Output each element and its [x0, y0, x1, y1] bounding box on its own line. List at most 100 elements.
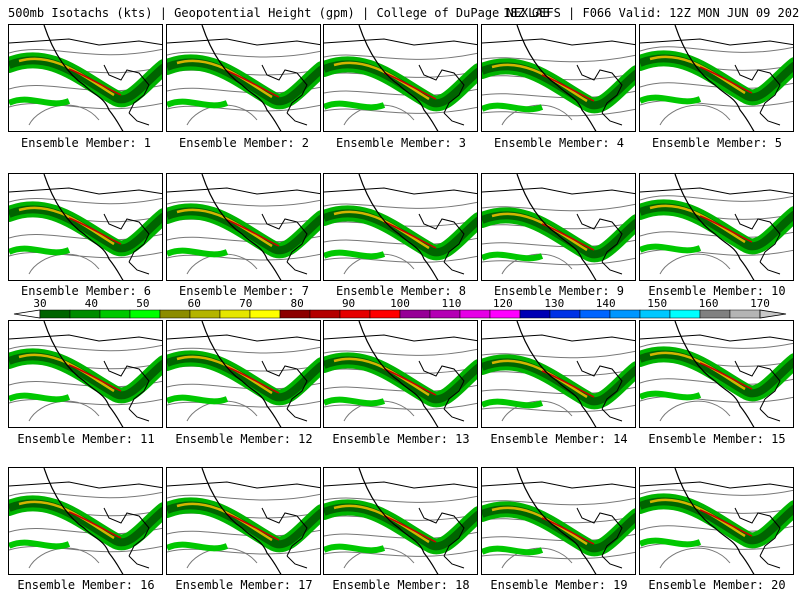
colorbar-segment — [69, 309, 101, 319]
coastline — [43, 468, 124, 574]
height-contour — [482, 54, 635, 63]
coastline — [43, 174, 124, 280]
colorbar-tick-label: 140 — [596, 297, 616, 310]
height-contour — [659, 400, 731, 422]
colorbar-segment — [609, 309, 641, 319]
coastline — [358, 174, 439, 280]
height-contour — [9, 545, 162, 553]
colorbar-tick-label: 80 — [291, 297, 304, 310]
height-contour — [640, 489, 793, 496]
country-border — [167, 187, 320, 195]
isotach-band — [640, 54, 793, 102]
isotach-band — [9, 392, 71, 403]
isotach-band — [649, 351, 746, 391]
ensemble-member-label: Ensemble Member: 19 — [490, 578, 628, 592]
height-contour — [9, 251, 162, 259]
country-border — [640, 187, 793, 195]
country-border — [9, 481, 162, 489]
ensemble-member-label: Ensemble Member: 17 — [175, 578, 313, 592]
ensemble-map — [323, 24, 478, 132]
height-contour — [167, 104, 320, 112]
colorbar-segment — [339, 309, 371, 319]
coastline — [443, 112, 465, 126]
colorbar-segment — [429, 309, 461, 319]
colorbar-tick-label: 60 — [188, 297, 201, 310]
coastline — [418, 64, 465, 114]
height-contour — [9, 48, 162, 56]
height-contour — [482, 497, 635, 506]
isotach-band — [18, 500, 115, 540]
isotach-band — [9, 499, 162, 547]
coastline — [443, 408, 465, 422]
ensemble-map — [166, 467, 321, 575]
map-svg — [167, 25, 320, 131]
isotach-band — [176, 208, 273, 248]
height-contour — [640, 249, 793, 256]
isotach-band — [649, 204, 746, 244]
coastline — [261, 64, 308, 114]
colorbar-tick-label: 100 — [390, 297, 410, 310]
isotach-core — [226, 219, 280, 247]
ensemble-map — [166, 320, 321, 428]
map-svg — [167, 174, 320, 280]
isotach-core — [68, 217, 122, 245]
ensemble-map — [639, 173, 794, 281]
map-svg — [9, 25, 162, 131]
colorbar-segment — [129, 309, 161, 319]
country-border — [324, 187, 477, 195]
map-svg — [482, 468, 635, 574]
coastline — [418, 213, 465, 263]
country-border — [640, 38, 793, 46]
isotach-band — [491, 212, 588, 252]
isotach-core — [699, 362, 753, 390]
ensemble-map — [481, 320, 636, 428]
colorbar-segment — [489, 309, 521, 319]
map-svg — [324, 321, 477, 427]
coastline — [516, 174, 597, 280]
coastline — [358, 321, 439, 427]
isotach-band — [324, 503, 477, 551]
run-info: 18Z GEFS | F066 Valid: 12Z MON JUN 09 20… — [503, 6, 800, 20]
coastline — [734, 64, 781, 114]
map-svg — [482, 25, 635, 131]
isotach-colorbar: 30 40 50 60 70 80 90 100 110 120 130 140 150 160 170 — [0, 296, 800, 322]
isotach-core — [383, 515, 437, 543]
isotach-band — [9, 205, 162, 253]
country-border — [640, 334, 793, 342]
ensemble-member-label: Ensemble Member: 7 — [178, 284, 310, 298]
coastline — [516, 468, 597, 574]
coastline — [601, 261, 623, 275]
isotach-band — [649, 498, 746, 538]
isotach-band — [167, 354, 320, 402]
ensemble-map — [639, 467, 794, 575]
height-contour — [9, 398, 162, 406]
colorbar-tick-label: 50 — [136, 297, 149, 310]
map-svg — [9, 468, 162, 574]
coastline — [128, 555, 150, 569]
isotach-band — [482, 398, 544, 409]
colorbar-segment — [699, 309, 731, 319]
isotach-band — [640, 350, 793, 398]
coastline — [601, 408, 623, 422]
height-contour — [501, 253, 573, 275]
coastline — [674, 25, 755, 131]
isotach-band — [482, 62, 635, 110]
height-contour — [659, 253, 731, 275]
coastline — [261, 360, 308, 410]
coastline — [674, 321, 755, 427]
isotach-band — [324, 249, 386, 260]
coastline — [201, 321, 282, 427]
coastline — [286, 112, 308, 126]
coastline — [759, 555, 781, 569]
coastline — [516, 321, 597, 427]
ensemble-member-label: Ensemble Member: 9 — [493, 284, 625, 298]
height-contour — [167, 346, 320, 354]
coastline — [576, 213, 623, 263]
colorbar-segment — [459, 309, 491, 319]
ensemble-member-label: Ensemble Member: 10 — [648, 284, 786, 298]
colorbar-tick-label: 70 — [239, 297, 252, 310]
coastline — [759, 112, 781, 126]
coastline — [576, 64, 623, 114]
ensemble-map — [8, 320, 163, 428]
isotach-band — [640, 243, 702, 254]
